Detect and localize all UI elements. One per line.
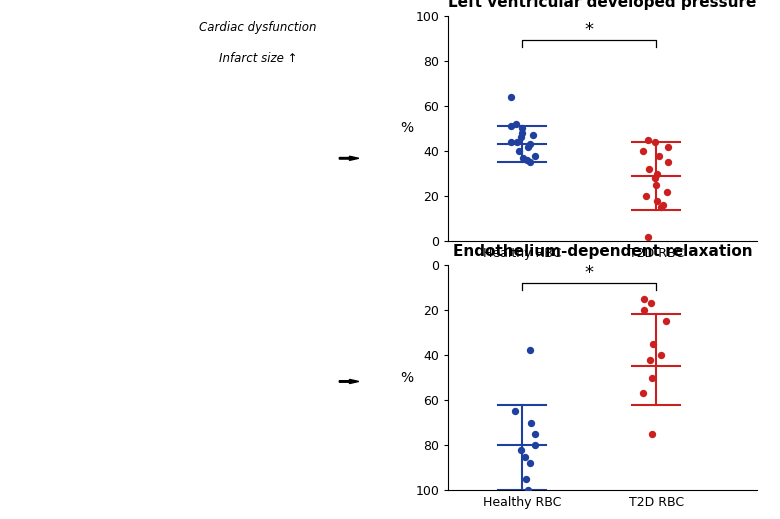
Point	[662, 158, 675, 167]
Point	[528, 430, 541, 438]
Point	[649, 138, 661, 146]
Text: Infarct size ↑: Infarct size ↑	[218, 52, 297, 65]
Point	[651, 169, 664, 177]
Point	[637, 294, 650, 303]
Point	[505, 93, 517, 101]
Point	[519, 453, 531, 461]
Point	[521, 156, 534, 164]
Point	[637, 147, 650, 155]
Point	[512, 147, 525, 155]
Point	[510, 138, 523, 146]
Point	[636, 389, 649, 398]
Point	[647, 339, 659, 348]
Point	[505, 138, 517, 146]
Point	[523, 346, 536, 354]
Point	[523, 140, 536, 148]
Text: Cardiac dysfunction: Cardiac dysfunction	[199, 21, 317, 34]
Point	[529, 441, 541, 449]
Point	[516, 129, 528, 137]
Point	[509, 407, 521, 416]
Point	[651, 197, 663, 205]
Point	[505, 122, 517, 130]
Point	[519, 475, 532, 483]
Point	[517, 154, 530, 162]
Point	[661, 142, 674, 151]
Title: Endothelium-dependent relaxation: Endothelium-dependent relaxation	[452, 244, 753, 260]
Point	[642, 233, 654, 241]
Y-axis label: %: %	[401, 371, 414, 385]
Point	[522, 486, 534, 495]
Point	[515, 446, 527, 454]
Point	[644, 356, 656, 364]
Point	[659, 317, 672, 325]
Point	[638, 306, 651, 314]
Text: *: *	[585, 21, 594, 39]
Point	[642, 135, 654, 144]
Point	[523, 459, 536, 468]
Title: Left ventricular developed pressure: Left ventricular developed pressure	[448, 0, 757, 10]
Point	[646, 374, 658, 382]
Text: *: *	[585, 264, 594, 282]
Point	[529, 152, 541, 160]
Point	[649, 174, 661, 182]
Point	[661, 187, 673, 196]
Point	[646, 430, 658, 438]
Point	[516, 124, 528, 132]
Point	[510, 120, 523, 128]
Point	[644, 299, 657, 307]
Point	[524, 158, 537, 167]
Point	[654, 351, 667, 359]
Point	[514, 133, 526, 142]
Point	[643, 165, 655, 173]
Point	[522, 142, 534, 151]
Point	[527, 131, 540, 140]
Point	[653, 152, 665, 160]
Point	[650, 181, 662, 189]
Point	[654, 203, 667, 212]
Point	[525, 418, 537, 427]
Point	[657, 201, 669, 209]
Y-axis label: %: %	[401, 121, 414, 135]
Point	[640, 192, 653, 200]
